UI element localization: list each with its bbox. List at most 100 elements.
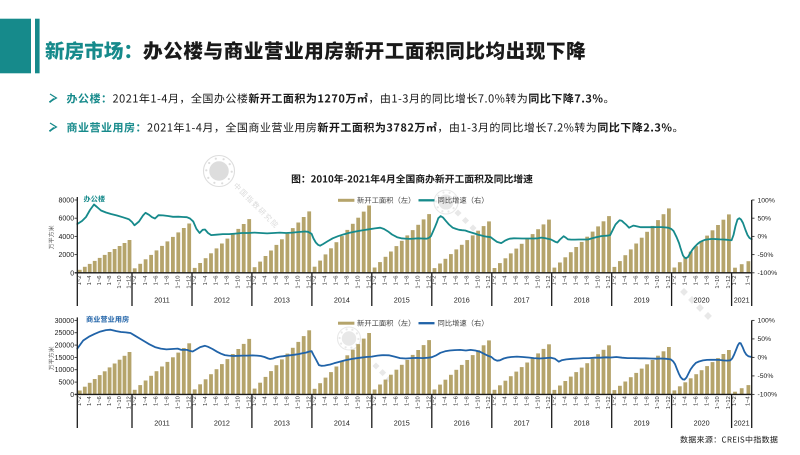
svg-text:1~6: 1~6 <box>214 396 220 406</box>
svg-text:1~4: 1~4 <box>143 275 149 286</box>
svg-text:1~8: 1~8 <box>524 276 530 286</box>
svg-text:1~8: 1~8 <box>107 276 113 286</box>
svg-text:1~2: 1~2 <box>372 396 378 406</box>
svg-text:1~8: 1~8 <box>464 276 470 286</box>
svg-text:2020: 2020 <box>694 295 710 304</box>
svg-text:1~8: 1~8 <box>704 276 710 286</box>
svg-text:1~4: 1~4 <box>563 275 569 286</box>
svg-text:1~6: 1~6 <box>693 396 699 406</box>
svg-text:2012: 2012 <box>214 418 230 427</box>
svg-text:2014: 2014 <box>334 295 350 304</box>
svg-text:1~2: 1~2 <box>132 276 138 286</box>
svg-text:1~6: 1~6 <box>334 396 340 406</box>
svg-text:1~10: 1~10 <box>236 396 242 409</box>
svg-text:1~12: 1~12 <box>366 276 372 289</box>
svg-text:1~12: 1~12 <box>426 276 432 289</box>
svg-text:1~2: 1~2 <box>77 396 83 406</box>
svg-text:1~10: 1~10 <box>296 276 302 289</box>
svg-text:1~4: 1~4 <box>203 275 209 286</box>
svg-text:1~2: 1~2 <box>252 276 258 286</box>
svg-text:1~2: 1~2 <box>432 276 438 286</box>
svg-text:1~8: 1~8 <box>584 396 590 406</box>
svg-text:1~4: 1~4 <box>323 275 329 286</box>
svg-text:1~8: 1~8 <box>225 276 231 286</box>
svg-text:1~2: 1~2 <box>312 396 318 406</box>
svg-text:2014: 2014 <box>334 418 350 427</box>
svg-text:1~2: 1~2 <box>672 396 678 406</box>
svg-text:1~8: 1~8 <box>345 276 351 286</box>
svg-text:1~10: 1~10 <box>655 276 661 289</box>
svg-text:1~2: 1~2 <box>732 276 738 286</box>
svg-text:1~2: 1~2 <box>732 396 738 406</box>
svg-text:1~4: 1~4 <box>87 395 93 406</box>
svg-text:-50%: -50% <box>758 373 774 380</box>
svg-text:1~12: 1~12 <box>366 396 372 409</box>
svg-text:4000: 4000 <box>59 234 75 241</box>
svg-text:1~2: 1~2 <box>432 396 438 406</box>
svg-text:1~6: 1~6 <box>214 276 220 286</box>
svg-text:1~10: 1~10 <box>415 396 421 409</box>
svg-text:1~12: 1~12 <box>127 396 133 409</box>
svg-text:2018: 2018 <box>574 418 590 427</box>
svg-text:1~2: 1~2 <box>612 276 618 286</box>
svg-text:1~10: 1~10 <box>715 276 721 289</box>
svg-text:2011: 2011 <box>154 418 169 427</box>
svg-text:1~10: 1~10 <box>535 396 541 409</box>
svg-text:1~10: 1~10 <box>655 396 661 409</box>
svg-text:1~10: 1~10 <box>595 396 601 409</box>
svg-text:1~10: 1~10 <box>355 396 361 409</box>
svg-text:1~4: 1~4 <box>623 395 629 406</box>
svg-text:1~6: 1~6 <box>573 396 579 406</box>
svg-text:1~8: 1~8 <box>285 396 291 406</box>
svg-text:1~4: 1~4 <box>443 395 449 406</box>
svg-text:1~4: 1~4 <box>683 275 689 286</box>
svg-text:1~4: 1~4 <box>746 395 752 406</box>
svg-text:1~6: 1~6 <box>573 276 579 286</box>
svg-text:1~8: 1~8 <box>405 396 411 406</box>
svg-text:1~4: 1~4 <box>203 395 209 406</box>
svg-text:1~10: 1~10 <box>475 276 481 289</box>
svg-text:2016: 2016 <box>454 295 470 304</box>
svg-text:1~12: 1~12 <box>666 396 672 409</box>
svg-text:1~10: 1~10 <box>117 396 123 409</box>
svg-text:2019: 2019 <box>634 418 650 427</box>
svg-text:1~10: 1~10 <box>535 276 541 289</box>
svg-text:2016: 2016 <box>454 418 470 427</box>
svg-text:1~12: 1~12 <box>726 276 732 289</box>
svg-text:1~10: 1~10 <box>176 396 182 409</box>
svg-text:1~8: 1~8 <box>405 276 411 286</box>
svg-text:1~4: 1~4 <box>323 395 329 406</box>
svg-text:1~4: 1~4 <box>503 275 509 286</box>
svg-text:1~6: 1~6 <box>334 276 340 286</box>
svg-text:1~6: 1~6 <box>154 396 160 406</box>
svg-text:1~10: 1~10 <box>176 276 182 289</box>
svg-text:1~12: 1~12 <box>426 396 432 409</box>
svg-text:1~8: 1~8 <box>464 396 470 406</box>
svg-text:8000: 8000 <box>59 198 75 205</box>
svg-text:1~2: 1~2 <box>492 276 498 286</box>
svg-text:1~6: 1~6 <box>514 396 520 406</box>
svg-text:1~6: 1~6 <box>97 276 103 286</box>
svg-text:1~2: 1~2 <box>252 396 258 406</box>
svg-text:1~2: 1~2 <box>552 276 558 286</box>
svg-text:2021: 2021 <box>734 295 750 304</box>
svg-text:1~6: 1~6 <box>274 396 280 406</box>
svg-text:10000: 10000 <box>55 367 75 374</box>
svg-text:50%: 50% <box>758 336 772 343</box>
svg-text:2000: 2000 <box>59 252 75 259</box>
svg-text:1~8: 1~8 <box>704 396 710 406</box>
svg-text:1~2: 1~2 <box>312 276 318 286</box>
svg-text:1~8: 1~8 <box>165 396 171 406</box>
svg-text:2015: 2015 <box>394 418 410 427</box>
svg-text:20000: 20000 <box>55 343 75 350</box>
svg-text:1~2: 1~2 <box>552 396 558 406</box>
svg-text:1~8: 1~8 <box>644 276 650 286</box>
svg-text:0%: 0% <box>758 234 768 241</box>
svg-text:1~6: 1~6 <box>97 396 103 406</box>
svg-text:2020: 2020 <box>694 418 710 427</box>
svg-text:1~10: 1~10 <box>355 276 361 289</box>
svg-text:1~4: 1~4 <box>443 275 449 286</box>
svg-text:1~8: 1~8 <box>644 396 650 406</box>
svg-text:1~8: 1~8 <box>584 276 590 286</box>
svg-text:25000: 25000 <box>55 330 75 337</box>
